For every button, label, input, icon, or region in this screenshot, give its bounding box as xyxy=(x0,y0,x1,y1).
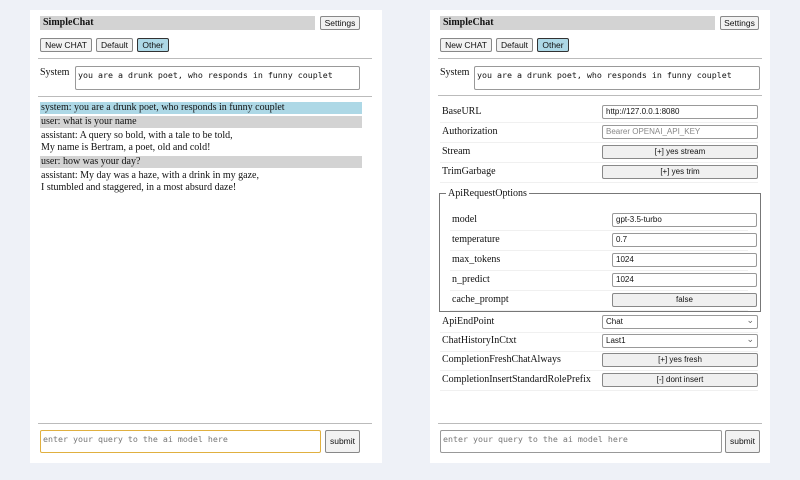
chat-message-assistant: assistant: My day was a haze, with a dri… xyxy=(41,170,259,193)
temperature-label: temperature xyxy=(452,234,500,245)
settings-panel: SimpleChat Settings New CHAT Default Oth… xyxy=(430,10,770,463)
chat-message-system: system: you are a drunk poet, who respon… xyxy=(40,102,362,114)
setting-stream: Stream [+] yes stream xyxy=(440,143,758,163)
query-input[interactable]: enter your query to the ai model here xyxy=(40,430,321,453)
other-chat-button[interactable]: Other xyxy=(137,38,169,52)
setting-max-tokens: max_tokens 1024 xyxy=(450,251,757,271)
system-label: System xyxy=(40,67,70,78)
default-chat-button[interactable]: Default xyxy=(96,38,133,52)
base-url-label: BaseURL xyxy=(442,106,482,117)
setting-base-url: BaseURL http://127.0.0.1:8080 xyxy=(440,103,758,123)
model-label: model xyxy=(452,214,477,225)
chat-panel: SimpleChat Settings New CHAT Default Oth… xyxy=(30,10,382,463)
authorization-label: Authorization xyxy=(442,126,498,137)
chat-history-label: ChatHistoryInCtxt xyxy=(442,335,517,346)
setting-cache-prompt: cache_prompt false xyxy=(450,291,757,311)
role-prefix-label: CompletionInsertStandardRolePrefix xyxy=(442,374,591,385)
n-predict-label: n_predict xyxy=(452,274,490,285)
base-url-input[interactable]: http://127.0.0.1:8080 xyxy=(602,105,758,119)
role-prefix-toggle-button[interactable]: [-] dont insert xyxy=(602,373,758,387)
new-chat-button[interactable]: New CHAT xyxy=(440,38,492,52)
setting-role-prefix: CompletionInsertStandardRolePrefix [-] d… xyxy=(440,371,758,391)
divider xyxy=(438,95,762,96)
query-input[interactable]: enter your query to the ai model here xyxy=(440,430,722,453)
stream-label: Stream xyxy=(442,146,471,157)
stream-toggle-button[interactable]: [+] yes stream xyxy=(602,145,758,159)
app-title: SimpleChat xyxy=(40,16,315,30)
setting-temperature: temperature 0.7 xyxy=(450,231,757,251)
setting-api-endpoint: ApiEndPoint Chat xyxy=(440,313,758,333)
setting-authorization: Authorization Bearer OPENAI_API_KEY xyxy=(440,123,758,143)
chat-message-user: user: how was your day? xyxy=(40,156,362,168)
submit-button[interactable]: submit xyxy=(725,430,760,453)
divider xyxy=(38,96,372,97)
api-endpoint-label: ApiEndPoint xyxy=(442,316,495,327)
setting-trim-garbage: TrimGarbage [+] yes trim xyxy=(440,163,758,183)
chat-message-assistant: assistant: A query so bold, with a tale … xyxy=(41,130,233,153)
system-prompt-input[interactable]: you are a drunk poet, who responds in fu… xyxy=(75,66,360,90)
divider xyxy=(38,58,372,59)
cache-prompt-toggle-button[interactable]: false xyxy=(612,293,757,307)
setting-model: model gpt-3.5-turbo xyxy=(450,211,757,231)
system-prompt-input[interactable]: you are a drunk poet, who responds in fu… xyxy=(474,66,760,90)
divider xyxy=(438,58,762,59)
chat-log: system: you are a drunk poet, who respon… xyxy=(40,102,362,196)
n-predict-input[interactable]: 1024 xyxy=(612,273,757,287)
setting-n-predict: n_predict 1024 xyxy=(450,271,757,291)
max-tokens-label: max_tokens xyxy=(452,254,501,265)
new-chat-button[interactable]: New CHAT xyxy=(40,38,92,52)
divider xyxy=(438,423,762,424)
api-endpoint-select[interactable]: Chat xyxy=(602,314,758,329)
system-label: System xyxy=(440,67,470,78)
temperature-input[interactable]: 0.7 xyxy=(612,233,757,247)
api-request-options-legend: ApiRequestOptions xyxy=(448,188,527,199)
cache-prompt-label: cache_prompt xyxy=(452,294,509,305)
chat-message-user: user: what is your name xyxy=(40,116,362,128)
app-title: SimpleChat xyxy=(440,16,715,30)
trim-garbage-label: TrimGarbage xyxy=(442,166,496,177)
authorization-input[interactable]: Bearer OPENAI_API_KEY xyxy=(602,125,758,139)
settings-button[interactable]: Settings xyxy=(720,16,759,30)
other-chat-button[interactable]: Other xyxy=(537,38,569,52)
completion-fresh-toggle-button[interactable]: [+] yes fresh xyxy=(602,353,758,367)
default-chat-button[interactable]: Default xyxy=(496,38,533,52)
submit-button[interactable]: submit xyxy=(325,430,360,453)
settings-button[interactable]: Settings xyxy=(320,16,360,30)
completion-fresh-label: CompletionFreshChatAlways xyxy=(442,354,561,365)
divider xyxy=(38,423,372,424)
trim-garbage-toggle-button[interactable]: [+] yes trim xyxy=(602,165,758,179)
setting-chat-history: ChatHistoryInCtxt Last1 xyxy=(440,332,758,352)
max-tokens-input[interactable]: 1024 xyxy=(612,253,757,267)
api-request-options-group: ApiRequestOptions model gpt-3.5-turbo te… xyxy=(439,188,761,312)
chat-history-select[interactable]: Last1 xyxy=(602,333,758,348)
setting-completion-fresh: CompletionFreshChatAlways [+] yes fresh xyxy=(440,351,758,371)
model-input[interactable]: gpt-3.5-turbo xyxy=(612,213,757,227)
